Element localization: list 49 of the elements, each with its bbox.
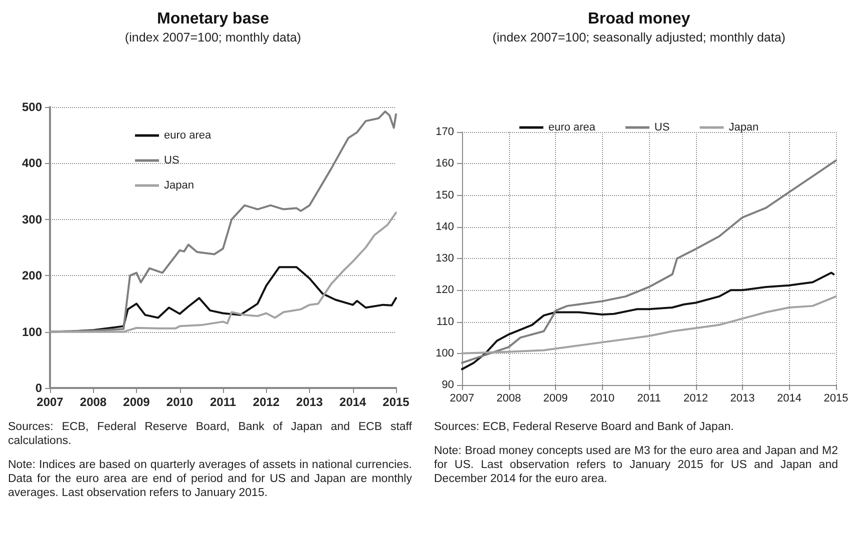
y-tick-label: 500 bbox=[22, 100, 42, 114]
y-tick-label: 120 bbox=[436, 284, 454, 296]
x-tick-label: 2010 bbox=[590, 392, 614, 404]
x-tick-label: 2015 bbox=[824, 392, 848, 404]
x-tick-label: 2008 bbox=[496, 392, 521, 404]
legend-label: US bbox=[654, 122, 670, 134]
y-tick-label: 160 bbox=[436, 158, 454, 170]
legend-label: euro area bbox=[548, 122, 596, 134]
legend-label: Japan bbox=[164, 180, 194, 192]
x-tick-label: 2007 bbox=[36, 395, 64, 409]
chart-subtitle: (index 2007=100; seasonally adjusted; monthly data) bbox=[492, 30, 786, 44]
y-tick-label: 300 bbox=[22, 212, 42, 226]
y-tick-label: 130 bbox=[436, 252, 454, 264]
x-tick-label: 2012 bbox=[252, 395, 280, 409]
y-tick-label: 140 bbox=[436, 220, 454, 233]
chart-subtitle: (index 2007=100; monthly data) bbox=[124, 30, 302, 44]
x-tick-label: 2014 bbox=[777, 392, 802, 404]
text: Note: Broad money concepts used are M3 for the euro area and Japan and M2 for US. Last observation refers to January 2015 for US and Japan and December 2014 for the euro area. bbox=[434, 444, 838, 486]
y-tick-label: 400 bbox=[22, 156, 42, 170]
x-tick-label: 2013 bbox=[730, 392, 755, 404]
chart-title: Monetary base bbox=[156, 10, 270, 28]
x-tick-label: 2013 bbox=[296, 395, 324, 409]
legend-label: euro area bbox=[164, 130, 212, 142]
y-tick-label: 150 bbox=[436, 189, 454, 202]
y-tick-label: 170 bbox=[436, 126, 454, 138]
chart-title: Broad money bbox=[588, 10, 690, 28]
x-tick-label: 2009 bbox=[543, 392, 568, 404]
x-tick-label: 2011 bbox=[210, 395, 236, 409]
y-tick-label: 100 bbox=[22, 324, 42, 339]
x-tick-label: 2007 bbox=[450, 392, 474, 404]
x-tick-label: 2009 bbox=[123, 395, 150, 409]
legend-label: Japan bbox=[728, 122, 759, 134]
source-note: Sources: ECB, Federal Reserve Board and Bank of Japan. bbox=[434, 420, 735, 434]
y-tick-label: 0 bbox=[35, 381, 42, 395]
x-tick-label: 2015 bbox=[382, 395, 410, 409]
y-tick-label: 90 bbox=[442, 379, 454, 391]
legend-label: US bbox=[164, 154, 180, 166]
source-note: Sources: ECB, Federal Reserve Board, Bank of Japan and ECB staff calculations. bbox=[8, 420, 412, 448]
line-series bbox=[49, 212, 397, 333]
y-tick-label: 110 bbox=[436, 316, 454, 328]
text: Note: Indices are based on quarterly averages of assets in national currencies. Data for the euro area are end of period and for US and Japan are monthly averages. Last observation refers to January 2015. bbox=[8, 458, 412, 500]
y-tick-label: 100 bbox=[436, 347, 454, 360]
y-tick-label: 200 bbox=[22, 268, 42, 283]
x-tick-label: 2011 bbox=[637, 392, 661, 404]
x-tick-label: 2008 bbox=[80, 395, 107, 409]
x-tick-label: 2012 bbox=[684, 392, 708, 404]
line-series bbox=[461, 272, 835, 370]
x-tick-label: 2010 bbox=[166, 395, 194, 409]
x-tick-label: 2014 bbox=[339, 395, 366, 409]
